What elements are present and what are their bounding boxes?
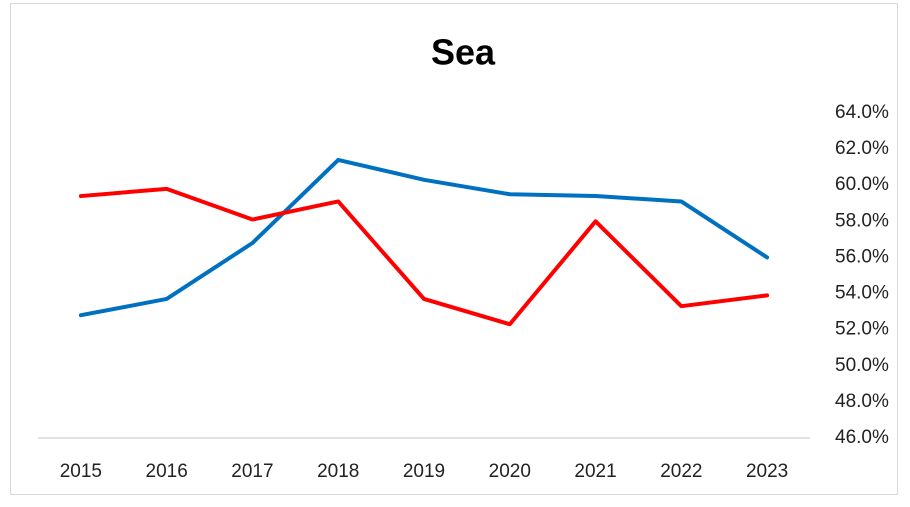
y-tick-label: 54.0% <box>835 283 889 304</box>
y-tick-label: 50.0% <box>835 355 889 376</box>
x-tick-label: 2021 <box>574 461 616 482</box>
y-tick-label: 58.0% <box>835 210 889 231</box>
x-tick-label: 2022 <box>660 461 702 482</box>
y-tick-label: 52.0% <box>835 319 889 340</box>
x-tick-label: 2018 <box>317 461 359 482</box>
chart-border <box>10 3 898 495</box>
x-tick-label: 2019 <box>403 461 445 482</box>
y-tick-label: 62.0% <box>835 138 889 159</box>
x-tick-label: 2017 <box>231 461 273 482</box>
x-tick-label: 2020 <box>489 461 531 482</box>
y-tick-label: 60.0% <box>835 174 889 195</box>
x-tick-label: 2015 <box>60 461 102 482</box>
x-tick-label: 2016 <box>146 461 188 482</box>
x-tick-label: 2023 <box>746 461 788 482</box>
y-tick-label: 64.0% <box>835 102 889 123</box>
y-tick-label: 56.0% <box>835 246 889 267</box>
y-tick-label: 46.0% <box>835 427 889 448</box>
y-tick-label: 48.0% <box>835 391 889 412</box>
chart-title: Sea <box>431 32 496 73</box>
series-line <box>78 157 770 318</box>
series-line <box>78 186 770 327</box>
